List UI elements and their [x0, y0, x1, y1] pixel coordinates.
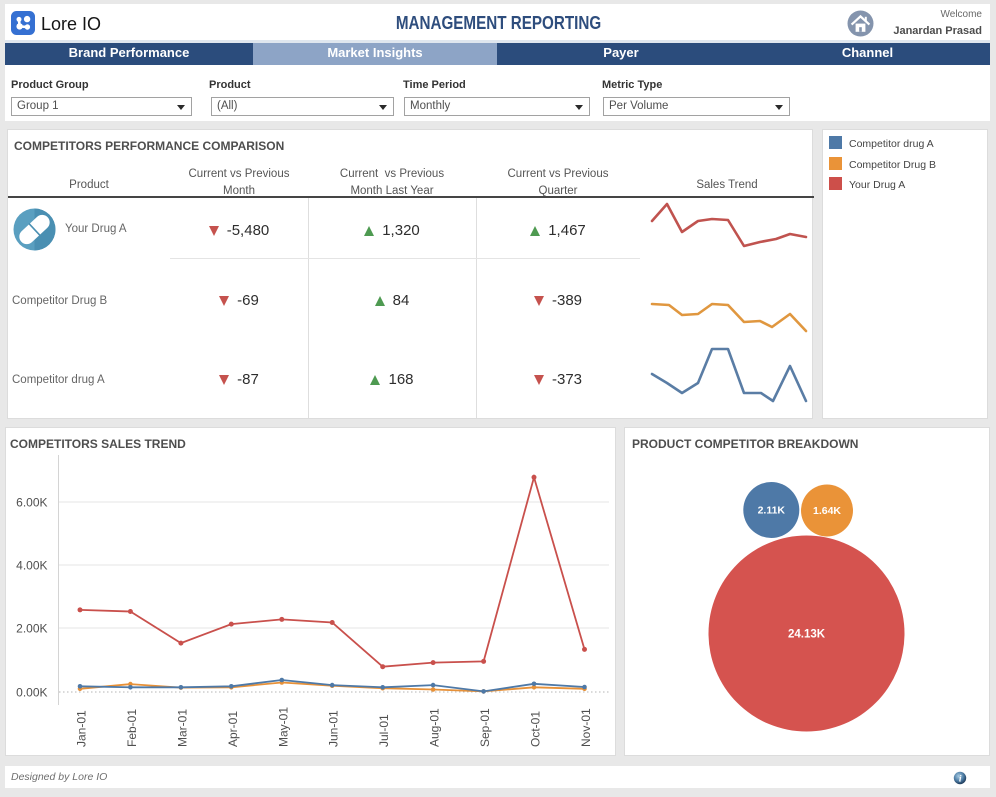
svg-text:Feb-01: Feb-01 [125, 709, 139, 747]
svg-text:Jul-01: Jul-01 [377, 714, 391, 747]
svg-text:0.00K: 0.00K [16, 685, 47, 699]
svg-text:1.64K: 1.64K [813, 505, 841, 517]
svg-text:2.11K: 2.11K [758, 505, 786, 517]
svg-text:Nov-01: Nov-01 [579, 708, 593, 747]
svg-text:Jan-01: Jan-01 [75, 710, 89, 747]
svg-text:4.00K: 4.00K [16, 558, 47, 572]
svg-text:i: i [959, 774, 962, 784]
svg-text:24.13K: 24.13K [788, 629, 826, 641]
svg-text:Jun-01: Jun-01 [327, 710, 341, 747]
svg-text:Apr-01: Apr-01 [226, 711, 240, 747]
svg-text:Sep-01: Sep-01 [478, 708, 492, 747]
svg-text:2.00K: 2.00K [16, 621, 47, 635]
svg-text:May-01: May-01 [276, 707, 290, 747]
svg-text:Mar-01: Mar-01 [175, 709, 189, 747]
svg-text:6.00K: 6.00K [16, 495, 47, 509]
svg-text:Aug-01: Aug-01 [428, 708, 442, 747]
svg-text:Oct-01: Oct-01 [529, 711, 543, 747]
